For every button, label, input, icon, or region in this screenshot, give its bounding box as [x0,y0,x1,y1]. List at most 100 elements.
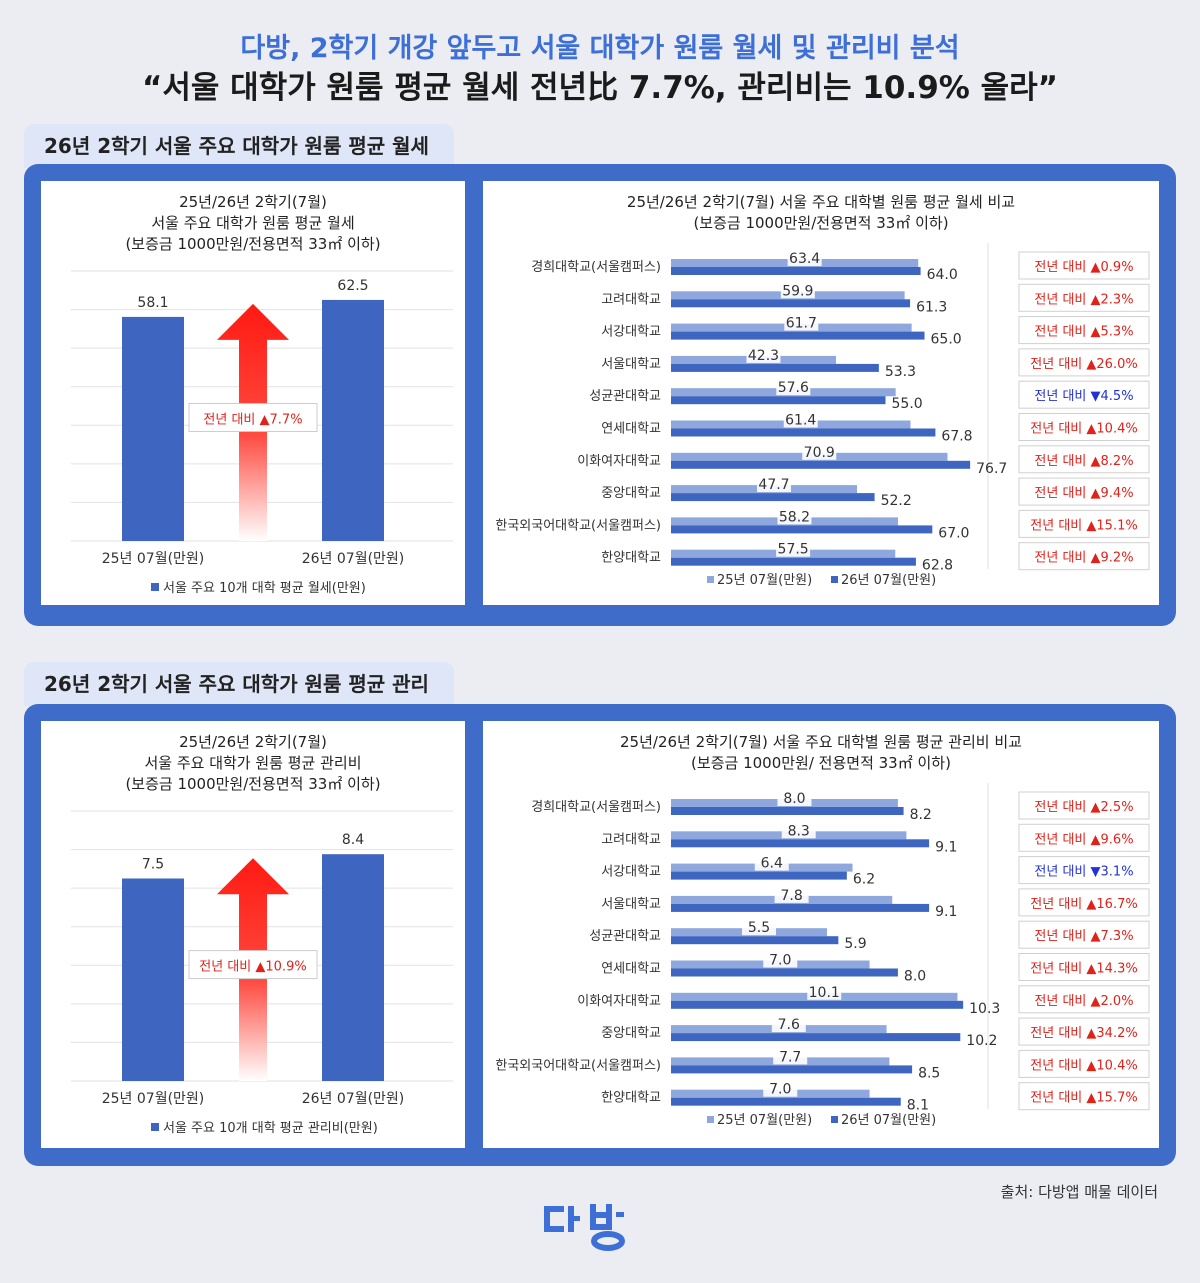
university-label: 성균관대학교 [589,389,661,404]
bar-26 [671,525,933,534]
value-label-25: 59.9 [782,283,813,299]
change-label: 전년 대비 ▲2.0% [1034,994,1133,1009]
headline-title: “서울 대학가 원룸 평균 월세 전년比 7.7%, 관리비는 10.9% 올라… [141,70,1059,106]
legend-label-26: 26년 07월(만원) [841,573,936,588]
change-label: 전년 대비 ▲26.0% [1030,357,1137,372]
chart-title-line: (보증금 1000만원/ 전용면적 33㎡ 이하) [691,754,951,772]
value-label-26: 8.2 [910,807,932,823]
annotation-label: 전년 대비 ▲7.7% [203,412,302,427]
value-label-25: 42.3 [748,348,779,364]
value-bg [763,951,798,968]
value-label-25: 7.0 [769,953,791,969]
card-univ-rent: 25년/26년 2학기(7월) 서울 주요 대학별 원룸 평균 월세 비교 (보증… [483,181,1159,605]
value-label-26: 55.0 [892,396,923,412]
value-label-26: 8.5 [918,1065,940,1081]
bar-26 [671,1065,913,1074]
university-label: 중앙대학교 [601,1026,661,1041]
change-box [1018,985,1150,1014]
legend-swatch-26 [831,1116,838,1123]
university-label: 경희대학교(서울캠퍼스) [531,800,661,815]
legend-swatch-25 [707,576,714,583]
change-label: 전년 대비 ▲5.3% [1034,325,1133,340]
value-bg [784,314,819,331]
value-label-25: 7.8 [780,888,802,904]
value-bg [776,540,811,557]
change-box [1018,348,1150,377]
chart-title-line: 서울 주요 대학가 원룸 평균 월세 [151,214,354,232]
change-label: 전년 대비 ▲8.2% [1034,454,1133,469]
value-bg [771,1016,806,1033]
change-label: 전년 대비 ▲9.6% [1034,832,1133,847]
chart-title-line: (보증금 1000만원/전용면적 33㎡ 이하) [125,775,380,793]
value-bg [773,1048,808,1065]
change-label: 전년 대비 ▲2.3% [1034,292,1133,307]
section-panel-fee: 25년/26년 2학기(7월) 서울 주요 대학가 원룸 평균 관리비 (보증금 1… [24,704,1176,1166]
change-box [1018,888,1150,917]
category-label: 25년 07월(만원) [102,1091,205,1107]
data-label: 8.4 [342,832,364,848]
change-label: 전년 대비 ▲10.4% [1030,1058,1137,1073]
change-box [1018,477,1150,506]
annotation-box [188,402,318,432]
chart-title-line: (보증금 1000만원/전용면적 33㎡ 이하) [693,214,948,232]
change-label: 전년 대비 ▲34.2% [1030,1026,1137,1041]
bar-26 [671,493,875,502]
change-box [1018,791,1150,820]
change-label: 전년 대비 ▲14.3% [1030,962,1137,977]
section-panel-rent: 25년/26년 2학기(7월) 서울 주요 대학가 원룸 평균 월세 (보증금 10… [24,164,1176,626]
value-label-25: 8.0 [783,791,805,807]
change-box [1018,413,1150,441]
university-label: 경희대학교(서울캠퍼스) [531,260,661,275]
value-label-26: 10.2 [966,1033,997,1049]
value-bg [807,983,842,1000]
value-bg [776,379,811,396]
bar-26 [671,557,916,566]
value-bg [754,854,789,871]
bar-26 [671,363,879,372]
change-label: 전년 대비 ▲10.4% [1030,422,1137,437]
legend-label: 서울 주요 10개 대학 평균 월세(만원) [163,581,366,596]
value-label-26: 8.1 [907,1098,929,1114]
value-label-25: 61.7 [786,316,817,332]
change-box [1018,1017,1150,1046]
value-label-25: 58.2 [779,509,810,525]
category-label: 26년 07월(만원) [302,551,405,567]
annotation-box [188,950,318,980]
headline-subtitle: 다방, 2학기 개강 앞두고 서울 대학가 원룸 월세 및 관리비 분석 [240,33,960,64]
change-label: 전년 대비 ▲7.3% [1034,929,1133,944]
value-label-26: 52.2 [881,493,912,509]
chart-title-line: 서울 주요 대학가 원룸 평균 관리비 [144,754,361,772]
university-label: 서강대학교 [601,865,661,880]
change-box [1018,953,1150,981]
value-label-25: 61.4 [785,413,816,429]
chart-title-line: 25년/26년 2학기(7월) 서울 주요 대학별 원룸 평균 관리비 비교 [620,733,1022,751]
change-label: 전년 대비 ▼4.5% [1034,389,1133,404]
chart-avg-rent: 25년/26년 2학기(7월) 서울 주요 대학가 원룸 평균 월세 (보증금 10… [71,193,453,596]
university-label: 한국외국어대학교(서울캠퍼스) [495,1058,661,1073]
legend-label-25: 25년 07월(만원) [717,573,812,588]
chart-title-line: 25년/26년 2학기(7월) 서울 주요 대학별 원룸 평균 월세 비교 [627,193,1015,211]
legend-label-25: 25년 07월(만원) [717,1113,812,1128]
change-label: 전년 대비 ▼3.1% [1034,865,1133,880]
chart-univ-fee: 25년/26년 2학기(7월) 서울 주요 대학별 원룸 평균 관리비 비교 (보… [495,733,1150,1128]
value-label-25: 7.7 [779,1049,801,1065]
value-label-26: 53.3 [885,364,916,380]
value-label-25: 57.5 [778,542,809,558]
value-label-26: 10.3 [969,1001,1000,1017]
bar-26 [671,968,898,977]
change-label: 전년 대비 ▲0.9% [1034,260,1133,275]
bar-26 [671,299,911,308]
university-label: 고려대학교 [601,292,661,307]
bar-26 [671,903,930,912]
logo-icon [544,1204,625,1251]
change-box [1018,1082,1150,1111]
university-label: 중앙대학교 [601,486,661,501]
bar-1 [322,299,384,541]
legend-swatch [151,1123,159,1131]
university-label: 서울대학교 [601,897,661,912]
bar-26 [671,807,904,815]
bar-26 [671,839,930,848]
bar-0 [122,878,184,1081]
change-label: 전년 대비 ▲16.7% [1030,897,1137,912]
bar-26 [671,871,847,880]
